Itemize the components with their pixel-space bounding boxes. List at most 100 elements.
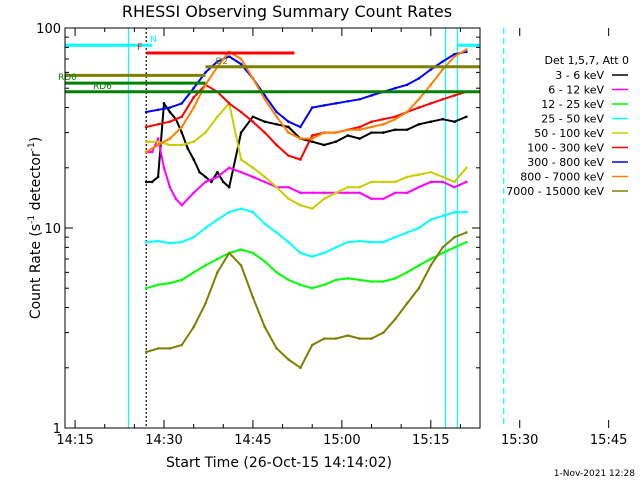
series-4-point — [216, 115, 219, 119]
series-2-point — [192, 271, 195, 274]
series-6-point — [405, 83, 409, 87]
series-5-point — [144, 125, 148, 129]
series-6-point — [299, 125, 302, 129]
series-8-point — [322, 337, 326, 340]
series-8-point — [275, 347, 278, 350]
series-7-point — [251, 77, 255, 80]
series-6-point — [334, 102, 338, 105]
series-0-point — [144, 180, 148, 184]
series-7-point — [465, 48, 468, 51]
series-6-point — [370, 94, 373, 97]
series-7-point — [453, 55, 456, 58]
series-8-point — [180, 343, 184, 347]
series-4-point — [275, 185, 278, 189]
series-4-point — [346, 185, 350, 189]
series-3-point — [465, 210, 468, 214]
series-3-point — [227, 210, 231, 214]
series-3-point — [453, 210, 456, 214]
series-3-point — [441, 214, 444, 218]
series-3-point — [144, 240, 148, 244]
series-2-point — [168, 281, 172, 285]
series-1-point — [429, 180, 433, 184]
series-7-point — [358, 128, 361, 132]
series-2-point — [453, 246, 456, 249]
series-7-point — [441, 68, 444, 71]
series-7-point — [299, 137, 302, 140]
series-5-point — [382, 117, 385, 121]
series-1-point — [358, 191, 361, 195]
series-3-point — [429, 218, 433, 222]
series-3-point — [251, 210, 255, 214]
series-8-point — [429, 264, 433, 267]
x-tick-label: 15:15 — [412, 433, 449, 448]
series-4-point — [453, 180, 456, 184]
series-1-point — [174, 197, 178, 201]
series-8-point — [370, 337, 373, 340]
series-2-point — [358, 278, 361, 282]
series-3-point — [192, 235, 195, 239]
series-4-point — [405, 175, 409, 179]
series-0-point — [275, 122, 278, 126]
series-8-point — [405, 302, 409, 305]
series-7-point — [393, 117, 397, 121]
x-axis-label: Start Time (26-Oct-15 14:14:02) — [166, 455, 392, 471]
series-8-point — [239, 264, 243, 267]
series-6-point — [322, 104, 326, 107]
series-1-point — [453, 185, 456, 189]
series-8-point — [144, 350, 148, 354]
series-5-point — [263, 131, 267, 134]
series-0-point — [150, 180, 154, 184]
legend-header: Det 1,5,7, Att 0 — [545, 54, 629, 67]
legend-label-4: 50 - 100 keV — [534, 127, 604, 140]
series-6-point — [287, 120, 290, 124]
series-1-point — [227, 166, 231, 170]
series-0-point — [162, 102, 166, 105]
series-4-point — [370, 180, 373, 184]
x-tick-label: 15:30 — [501, 433, 538, 448]
series-3-point — [405, 231, 409, 234]
series-5-point — [251, 120, 255, 124]
series-6-point — [429, 68, 433, 71]
series-0-point — [382, 131, 385, 134]
series-1-point — [150, 150, 154, 154]
series-0-point — [441, 117, 444, 121]
y-tick-label: 10 — [44, 222, 61, 237]
series-7-point — [192, 106, 195, 109]
series-2-point — [417, 264, 421, 267]
series-4-point — [322, 197, 326, 201]
series-2-point — [239, 248, 243, 251]
legend-label-6: 300 - 800 keV — [527, 156, 604, 169]
series-2-point — [346, 277, 350, 280]
series-3-point — [310, 255, 314, 258]
series-5-point — [441, 98, 444, 101]
series-3-point — [346, 240, 350, 244]
series-8-point — [168, 347, 172, 350]
series-6-point — [156, 108, 160, 112]
series-4-point — [287, 197, 290, 201]
series-line-3 — [146, 207, 467, 258]
series-4-point — [358, 185, 361, 189]
series-1-point — [162, 166, 166, 170]
series-8-point — [156, 347, 160, 350]
series-3-point — [370, 240, 373, 244]
series-1-point — [310, 191, 314, 195]
series-0-point — [221, 180, 225, 184]
chart-title: RHESSI Observing Summary Count Rates — [122, 2, 452, 21]
footer-date: 1-Nov-2021 12:28 — [554, 469, 636, 479]
series-4-point — [299, 203, 302, 207]
series-0-point — [417, 122, 421, 126]
series-1-point — [239, 170, 243, 174]
series-2-point — [382, 280, 385, 283]
x-tick-label: 15:00 — [323, 433, 360, 448]
series-0-point — [346, 134, 350, 137]
series-1-point — [382, 197, 385, 201]
series-5-point — [299, 158, 302, 161]
series-6-point — [465, 50, 468, 54]
series-5-point — [156, 122, 160, 126]
series-1-point — [405, 191, 409, 195]
x-tick-label: 14:45 — [234, 433, 271, 448]
series-1-point — [204, 180, 207, 184]
series-5-point — [453, 94, 456, 97]
series-2-point — [322, 283, 326, 287]
series-1-point — [465, 180, 468, 184]
